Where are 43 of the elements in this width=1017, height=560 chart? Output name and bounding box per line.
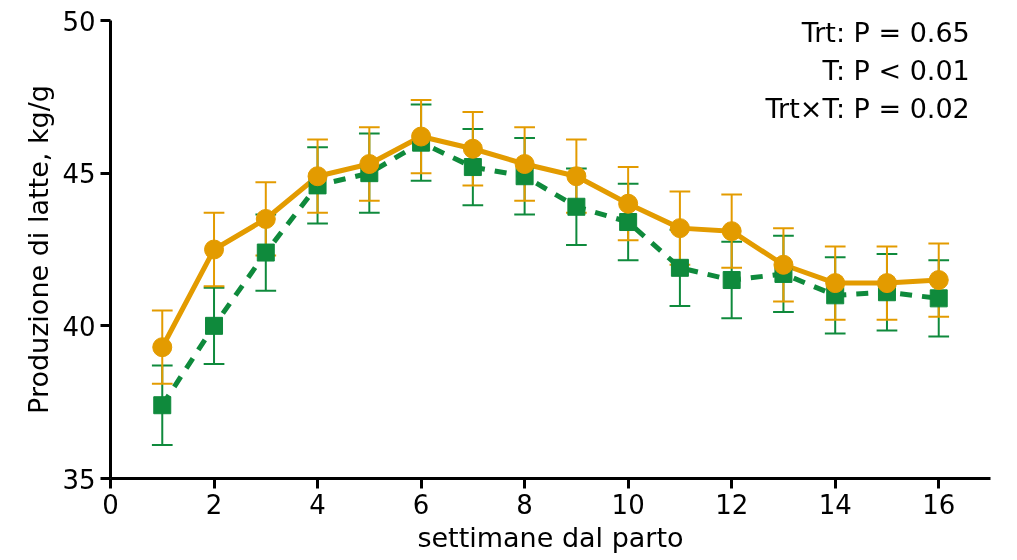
point xyxy=(618,193,639,214)
x-tick-label: 2 xyxy=(205,489,223,520)
point xyxy=(462,138,483,159)
point xyxy=(463,158,482,177)
point xyxy=(514,154,535,174)
annotation: Trt: P = 0.65 xyxy=(800,16,970,48)
x-axis-title: settimane dal parto xyxy=(417,521,684,553)
point xyxy=(567,197,586,216)
x-tick-label: 12 xyxy=(715,489,749,520)
point xyxy=(928,270,949,291)
x-tick-label: 8 xyxy=(516,489,533,520)
point xyxy=(205,316,224,335)
point xyxy=(721,221,742,242)
point xyxy=(876,273,897,294)
point xyxy=(619,213,638,232)
y-tick-label: 45 xyxy=(62,159,96,190)
point xyxy=(255,208,276,229)
x-tick-label: 4 xyxy=(309,489,326,520)
point xyxy=(670,258,689,277)
annotation: Trt×T: P = 0.02 xyxy=(764,93,970,125)
point xyxy=(825,273,846,294)
point xyxy=(722,271,741,290)
point xyxy=(773,254,794,275)
point xyxy=(669,218,690,239)
point xyxy=(307,166,328,187)
point xyxy=(566,166,587,187)
point xyxy=(256,243,275,262)
x-tick-label: 16 xyxy=(922,489,956,520)
y-tick-label: 40 xyxy=(62,311,96,342)
x-tick-label: 14 xyxy=(818,489,852,520)
x-tick-label: 6 xyxy=(412,489,430,520)
point xyxy=(929,289,948,308)
annotation: T: P < 0.01 xyxy=(821,55,970,87)
point xyxy=(204,239,225,260)
x-tick-label: 10 xyxy=(611,489,645,520)
point xyxy=(411,126,432,147)
y-axis-title: Produzione di latte, kg/g xyxy=(23,85,55,414)
point xyxy=(153,396,172,415)
y-tick-label: 35 xyxy=(62,464,96,495)
point xyxy=(359,154,380,174)
y-tick-label: 50 xyxy=(62,6,96,37)
x-tick-label: 0 xyxy=(102,489,119,520)
point xyxy=(152,337,173,358)
